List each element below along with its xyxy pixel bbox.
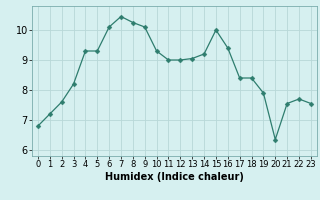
X-axis label: Humidex (Indice chaleur): Humidex (Indice chaleur) [105,172,244,182]
